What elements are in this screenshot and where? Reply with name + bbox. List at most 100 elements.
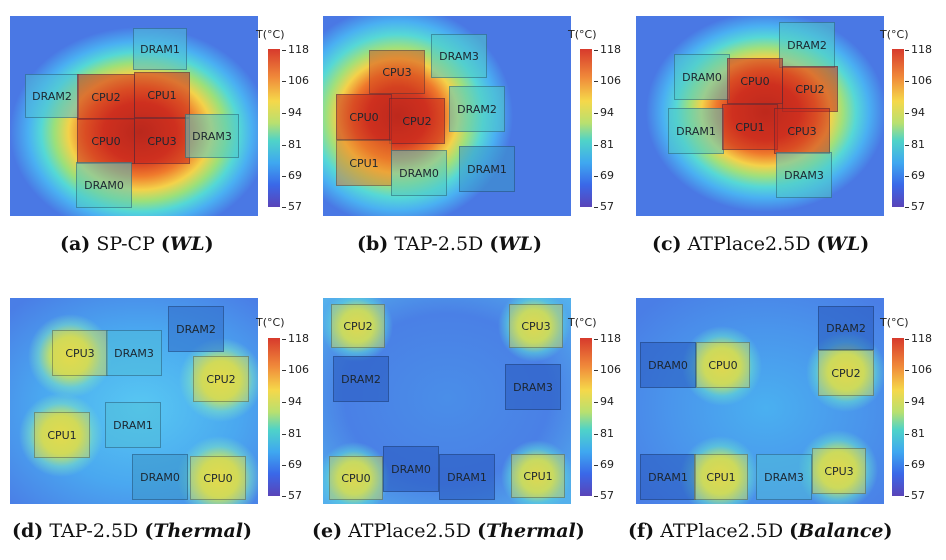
- block-cpu2: CPU2: [77, 74, 135, 120]
- block-dram1: DRAM1: [668, 108, 724, 154]
- caption-f: (f) ATPlace2.5D (Balance): [628, 520, 893, 542]
- tick-a-106: 106: [282, 74, 309, 87]
- caption-b: (b) TAP-2.5D (WL): [357, 233, 543, 255]
- tick-a-69: 69: [282, 169, 302, 182]
- tick-b-94: 94: [594, 106, 614, 119]
- thermal-map-f: DRAM2 DRAM0 CPU0 CPU2 DRAM1 CPU1 DRAM3 C…: [636, 298, 884, 504]
- block-dram3: DRAM3: [431, 34, 487, 78]
- colorbar-title-c: T(°C): [880, 28, 909, 41]
- caption-d: (d) TAP-2.5D (Thermal): [12, 520, 253, 542]
- tick-d-118: 118: [282, 332, 309, 345]
- colorbar-a: [268, 49, 280, 207]
- tick-c-81: 81: [905, 138, 925, 151]
- tick-f-57: 57: [905, 489, 925, 502]
- block-dram3: DRAM3: [776, 152, 832, 198]
- tick-e-81: 81: [594, 427, 614, 440]
- tick-d-94: 94: [282, 395, 302, 408]
- block-cpu1: CPU1: [34, 412, 90, 458]
- tick-f-118: 118: [905, 332, 932, 345]
- tick-c-106: 106: [905, 74, 932, 87]
- tick-a-57: 57: [282, 200, 302, 213]
- block-cpu2: CPU2: [782, 66, 838, 112]
- tick-b-69: 69: [594, 169, 614, 182]
- caption-e: (e) ATPlace2.5D (Thermal): [312, 520, 585, 542]
- block-dram3: DRAM3: [106, 330, 162, 376]
- tick-d-57: 57: [282, 489, 302, 502]
- caption-c: (c) ATPlace2.5D (WL): [652, 233, 870, 255]
- colorbar-e: [580, 338, 592, 496]
- block-cpu0: CPU0: [336, 94, 392, 140]
- thermal-map-a: DRAM1 DRAM2 CPU2 CPU1 CPU0 CPU3 DRAM3 DR…: [10, 16, 258, 216]
- tick-a-118: 118: [282, 43, 309, 56]
- block-cpu1: CPU1: [694, 454, 748, 500]
- tick-a-94: 94: [282, 106, 302, 119]
- colorbar-b: [580, 49, 592, 207]
- tick-a-81: 81: [282, 138, 302, 151]
- block-cpu3: CPU3: [509, 304, 563, 348]
- tick-f-94: 94: [905, 395, 925, 408]
- block-cpu2: CPU2: [389, 98, 445, 144]
- tick-b-118: 118: [594, 43, 621, 56]
- tick-b-81: 81: [594, 138, 614, 151]
- block-cpu3: CPU3: [369, 50, 425, 94]
- tick-e-94: 94: [594, 395, 614, 408]
- tick-f-106: 106: [905, 363, 932, 376]
- tick-b-106: 106: [594, 74, 621, 87]
- block-dram1: DRAM1: [105, 402, 161, 448]
- block-cpu0: CPU0: [696, 342, 750, 388]
- block-cpu2: CPU2: [331, 304, 385, 348]
- colorbar-f: [892, 338, 904, 496]
- block-dram2: DRAM2: [779, 22, 835, 68]
- block-dram0: DRAM0: [640, 342, 696, 388]
- block-cpu1: CPU1: [134, 72, 190, 118]
- tick-c-57: 57: [905, 200, 925, 213]
- colorbar-c: [892, 49, 904, 207]
- block-dram2: DRAM2: [25, 74, 79, 118]
- block-cpu3: CPU3: [774, 108, 830, 154]
- block-dram3: DRAM3: [185, 114, 239, 158]
- tick-e-118: 118: [594, 332, 621, 345]
- block-cpu0: CPU0: [77, 118, 135, 164]
- block-dram3: DRAM3: [756, 454, 812, 500]
- caption-a: (a) SP-CP (WL): [60, 233, 214, 255]
- tick-b-57: 57: [594, 200, 614, 213]
- block-dram3: DRAM3: [505, 364, 561, 410]
- block-cpu3: CPU3: [812, 448, 866, 494]
- thermal-map-d: DRAM2 CPU3 DRAM3 CPU2 DRAM1 CPU1 DRAM0 C…: [10, 298, 258, 504]
- block-dram0: DRAM0: [76, 162, 132, 208]
- tick-e-69: 69: [594, 458, 614, 471]
- tick-c-94: 94: [905, 106, 925, 119]
- tick-d-69: 69: [282, 458, 302, 471]
- tick-f-81: 81: [905, 427, 925, 440]
- block-cpu3: CPU3: [134, 118, 190, 164]
- tick-d-106: 106: [282, 363, 309, 376]
- block-dram2: DRAM2: [168, 306, 224, 352]
- block-cpu2: CPU2: [193, 356, 249, 402]
- block-cpu3: CPU3: [52, 330, 108, 376]
- colorbar-title-b: T(°C): [568, 28, 597, 41]
- tick-e-57: 57: [594, 489, 614, 502]
- tick-d-81: 81: [282, 427, 302, 440]
- block-cpu0: CPU0: [727, 58, 783, 104]
- block-dram0: DRAM0: [383, 446, 439, 492]
- tick-c-69: 69: [905, 169, 925, 182]
- colorbar-title-d: T(°C): [256, 316, 285, 329]
- tick-c-118: 118: [905, 43, 932, 56]
- block-cpu1: CPU1: [336, 140, 392, 186]
- block-cpu1: CPU1: [722, 104, 778, 150]
- block-dram2: DRAM2: [449, 86, 505, 132]
- block-cpu1: CPU1: [511, 454, 565, 498]
- block-dram0: DRAM0: [391, 150, 447, 196]
- block-dram2: DRAM2: [333, 356, 389, 402]
- colorbar-title-a: T(°C): [256, 28, 285, 41]
- colorbar-d: [268, 338, 280, 496]
- block-dram1: DRAM1: [133, 28, 187, 70]
- colorbar-title-e: T(°C): [568, 316, 597, 329]
- colorbar-title-f: T(°C): [880, 316, 909, 329]
- thermal-map-c: DRAM2 DRAM0 CPU0 CPU2 DRAM1 CPU1 CPU3 DR…: [636, 16, 884, 216]
- block-cpu2: CPU2: [818, 350, 874, 396]
- block-dram0: DRAM0: [132, 454, 188, 500]
- block-dram1: DRAM1: [640, 454, 696, 500]
- thermal-map-b: DRAM3 CPU3 DRAM2 CPU0 CPU2 CPU1 DRAM0 DR…: [323, 16, 571, 216]
- block-dram0: DRAM0: [674, 54, 730, 100]
